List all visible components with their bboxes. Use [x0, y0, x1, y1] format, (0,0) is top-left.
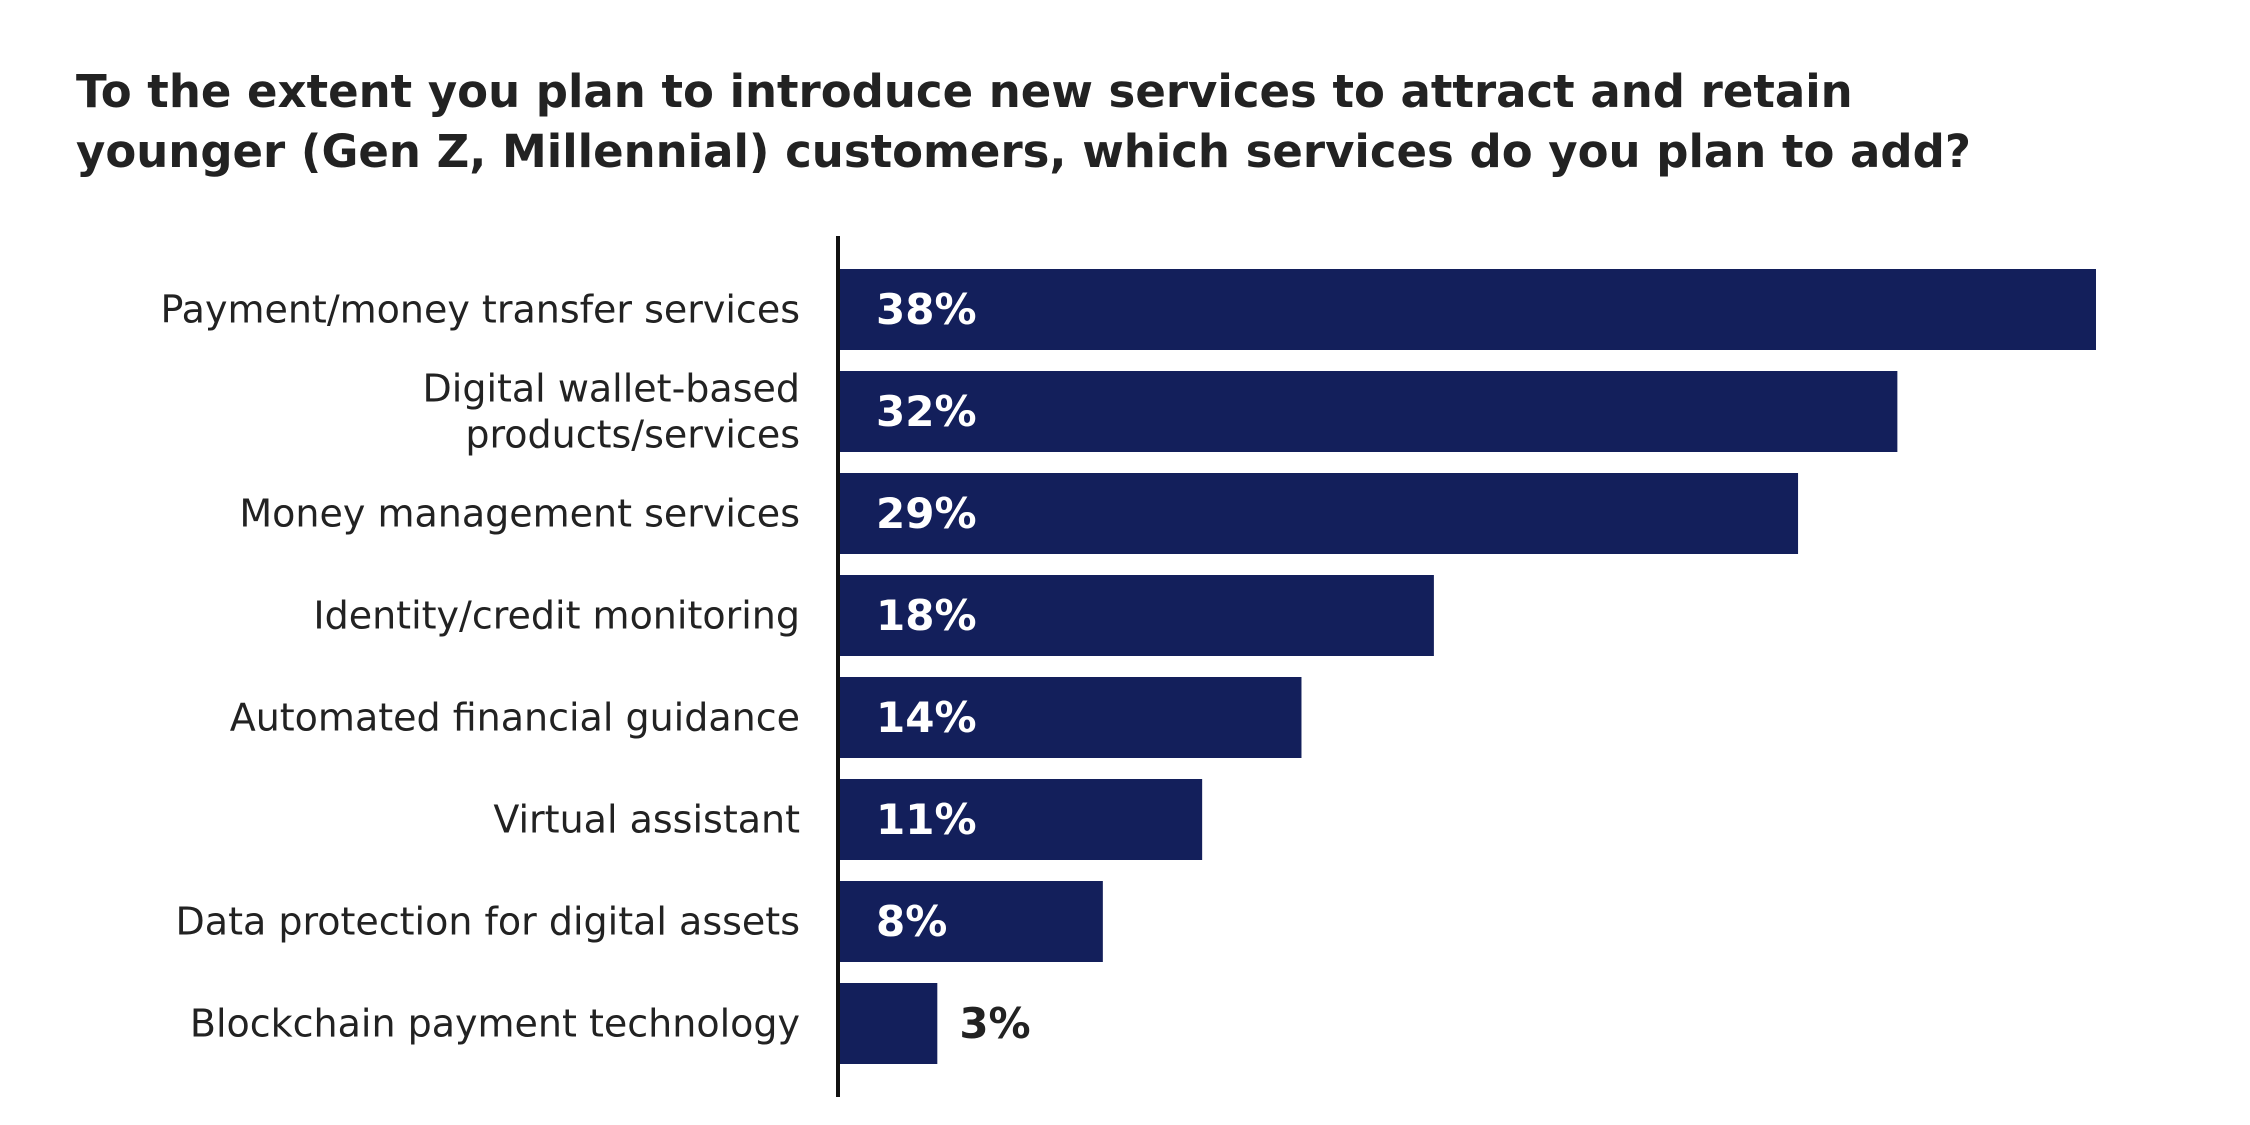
- bar: [838, 677, 1302, 758]
- bar: [838, 371, 1898, 452]
- bar-value-label: 3%: [959, 999, 1030, 1048]
- category-labels-layer: Payment/money transfer services Digital w…: [160, 288, 800, 1046]
- category-label: Money management services: [239, 492, 800, 536]
- category-label: Identity/credit monitoring: [313, 594, 800, 638]
- category-label: Payment/money transfer services: [160, 288, 800, 332]
- bar-value-label: 11%: [876, 795, 977, 844]
- bar: [838, 269, 2096, 350]
- category-label: Automated financial guidance: [230, 696, 800, 740]
- bar: [838, 983, 938, 1064]
- bar: [838, 575, 1434, 656]
- bar-value-label: 14%: [876, 693, 977, 742]
- category-label: Virtual assistant: [493, 798, 800, 842]
- bar-value-label: 18%: [876, 591, 977, 640]
- bars-layer: [838, 269, 2096, 1064]
- bar: [838, 779, 1203, 860]
- chart-title: To the extent you plan to introduce new …: [76, 65, 1971, 178]
- bar-value-label: 38%: [876, 285, 977, 334]
- bar: [838, 881, 1103, 962]
- category-label: Digital wallet-based: [423, 367, 801, 411]
- bar-value-label: 29%: [876, 489, 977, 538]
- category-label: Data protection for digital assets: [176, 900, 800, 944]
- value-labels-layer: 38% 32% 29% 18% 14% 11% 8% 3%: [876, 285, 1031, 1048]
- category-label: products/services: [465, 413, 800, 457]
- bar: [838, 473, 1799, 554]
- category-label: Blockchain payment technology: [190, 1002, 800, 1046]
- bar-value-label: 8%: [876, 897, 947, 946]
- bar-value-label: 32%: [876, 387, 977, 436]
